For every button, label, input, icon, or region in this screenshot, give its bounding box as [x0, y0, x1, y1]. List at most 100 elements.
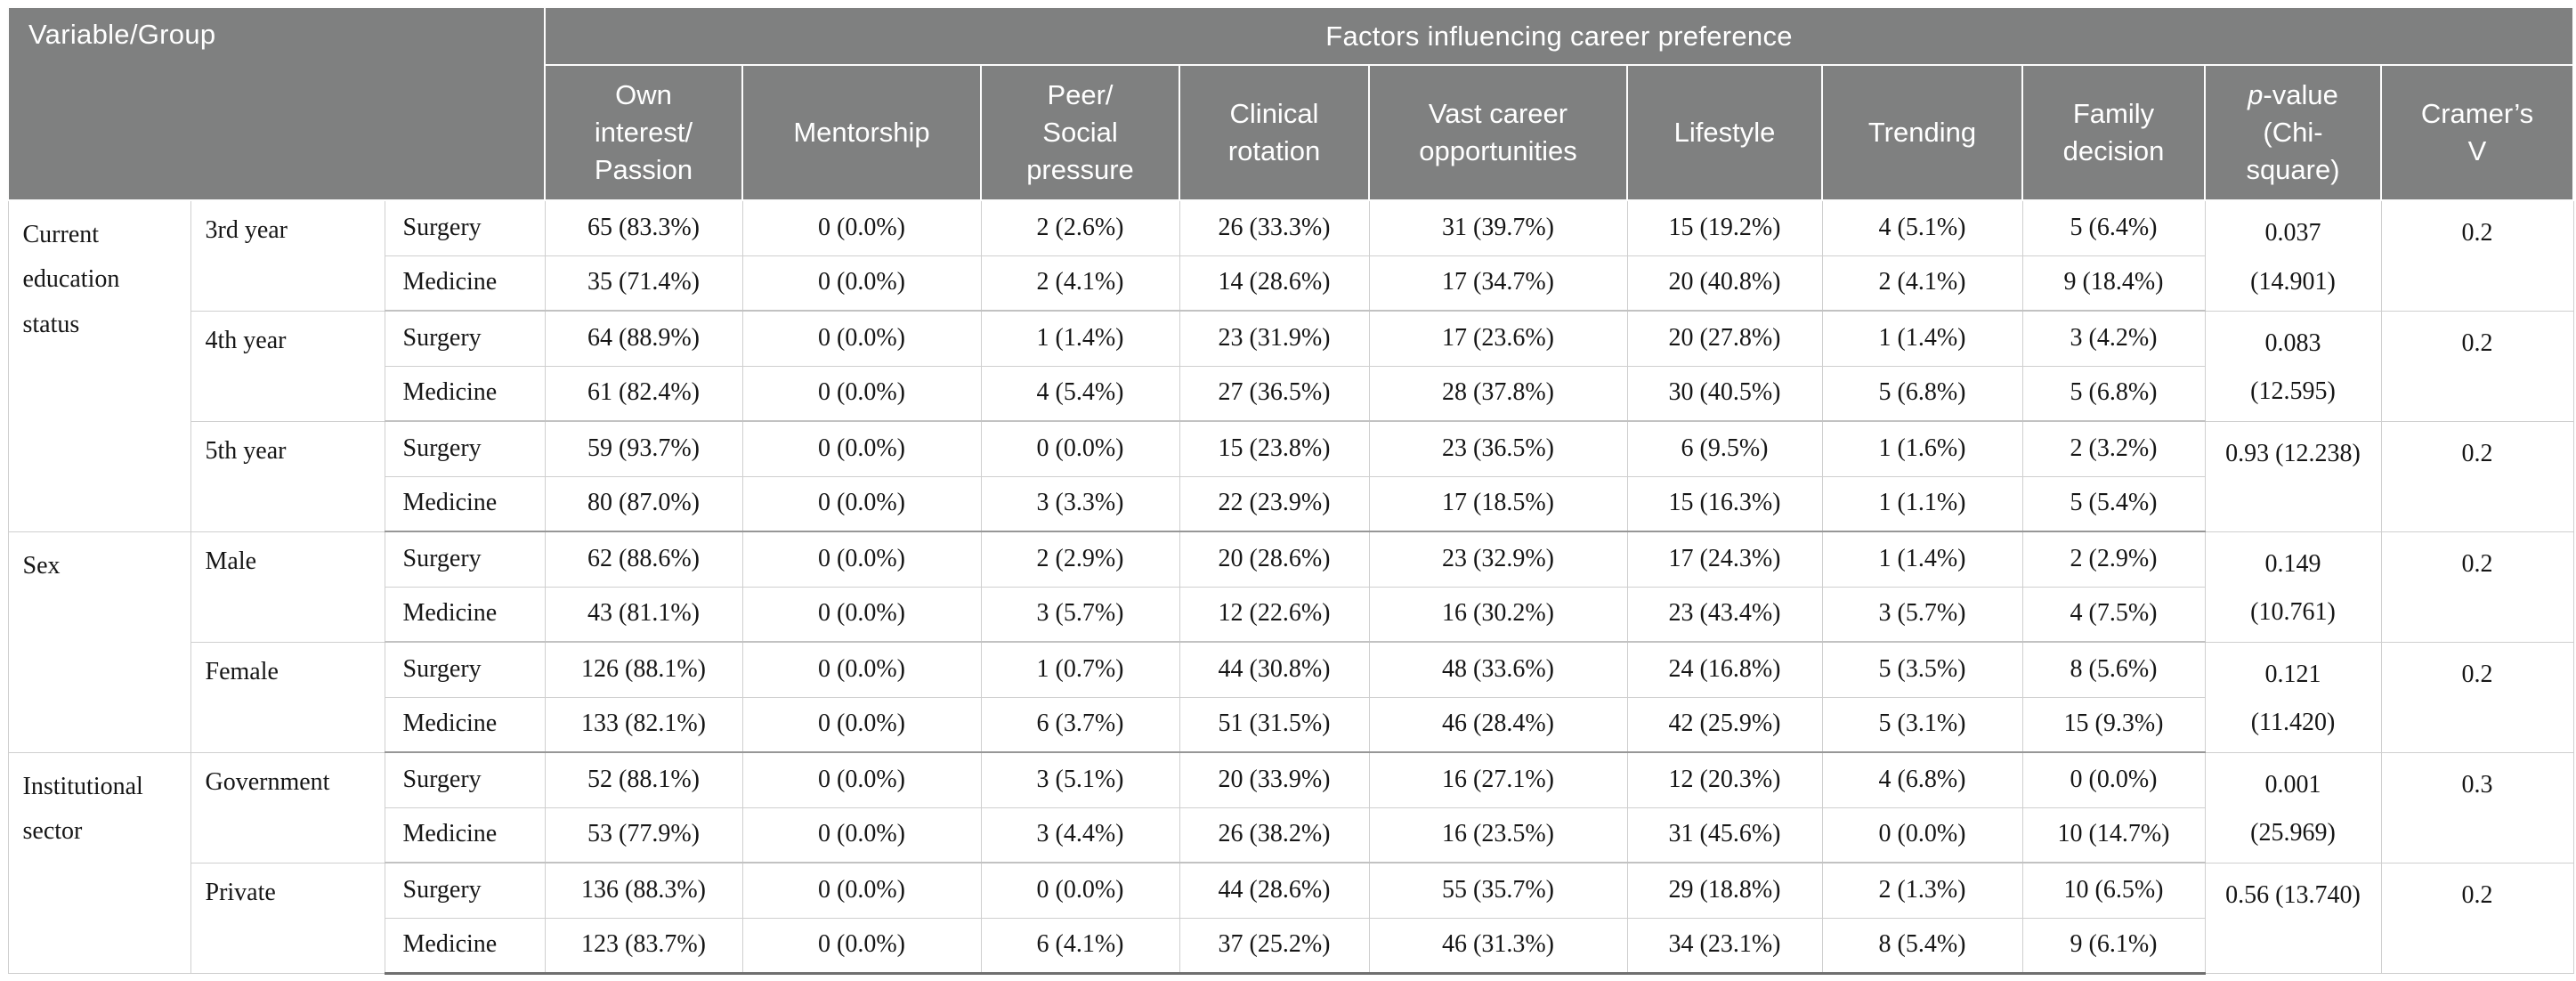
value-cell: 0 (0.0%): [980, 420, 1180, 477]
cramers-v-cell: 0.2: [2380, 862, 2574, 974]
value-cell: 0 (0.0%): [1821, 807, 2023, 863]
specialty-cell: Medicine: [384, 807, 546, 863]
value-cell: 20 (33.9%): [1179, 751, 1370, 808]
career-preference-table: Variable/Group Factors influencing caree…: [7, 6, 2574, 975]
corner-header-variable-group: Variable/Group: [7, 6, 546, 201]
variable-cell: Institutional sector: [7, 751, 191, 974]
specialty-cell: Surgery: [384, 751, 546, 808]
value-cell: 52 (88.1%): [544, 751, 743, 808]
value-cell: 5 (5.4%): [2021, 475, 2206, 532]
value-cell: 43 (81.1%): [544, 586, 743, 643]
value-cell: 3 (4.2%): [2021, 310, 2206, 367]
value-cell: 4 (5.4%): [980, 365, 1180, 422]
value-cell: 10 (14.7%): [2021, 807, 2206, 863]
value-cell: 2 (1.3%): [1821, 862, 2023, 919]
value-cell: 0 (0.0%): [980, 862, 1180, 919]
value-cell: 1 (1.1%): [1821, 475, 2023, 532]
value-cell: 4 (5.1%): [1821, 199, 2023, 256]
value-cell: 3 (5.1%): [980, 751, 1180, 808]
value-cell: 55 (35.7%): [1368, 862, 1628, 919]
value-cell: 15 (19.2%): [1626, 199, 1823, 256]
value-cell: 23 (32.9%): [1368, 531, 1628, 588]
value-cell: 80 (87.0%): [544, 475, 743, 532]
value-cell: 17 (24.3%): [1626, 531, 1823, 588]
value-cell: 5 (3.5%): [1821, 641, 2023, 698]
p-value-italic-p: p: [2248, 78, 2264, 110]
value-cell: 12 (22.6%): [1179, 586, 1370, 643]
column-header-own-interest: Own interest/ Passion: [544, 64, 743, 201]
header-row-columns: Own interest/ Passion Mentorship Peer/ S…: [8, 64, 2574, 201]
table-row: Medicine 123 (83.7%) 0 (0.0%) 6 (4.1%) 37 (2…: [8, 917, 2573, 975]
value-cell: 0 (0.0%): [741, 807, 982, 863]
value-cell: 20 (40.8%): [1626, 255, 1823, 312]
value-cell: 0 (0.0%): [741, 531, 982, 588]
column-header-family-decision: Family decision: [2021, 64, 2206, 201]
column-header-trending: Trending: [1821, 64, 2023, 201]
value-cell: 59 (93.7%): [544, 420, 743, 477]
variable-cell: Current education status: [7, 199, 191, 532]
cramers-v-cell: 0.2: [2380, 641, 2574, 753]
specialty-cell: Medicine: [384, 475, 546, 532]
value-cell: 17 (23.6%): [1368, 310, 1628, 367]
value-cell: 0 (0.0%): [741, 696, 982, 753]
value-cell: 65 (83.3%): [544, 199, 743, 256]
value-cell: 0 (0.0%): [2021, 751, 2206, 808]
value-cell: 136 (88.3%): [544, 862, 743, 919]
span-header-factors: Factors influencing career preference: [544, 6, 2574, 66]
value-cell: 1 (1.6%): [1821, 420, 2023, 477]
table-body: Current education status 3rd year Surgery 6…: [7, 199, 2574, 975]
specialty-cell: Surgery: [384, 641, 546, 698]
value-cell: 17 (34.7%): [1368, 255, 1628, 312]
cramers-v-cell: 0.2: [2380, 310, 2574, 422]
value-cell: 46 (28.4%): [1368, 696, 1628, 753]
table-row: Medicine 53 (77.9%) 0 (0.0%) 3 (4.4%) 26 (38…: [8, 807, 2573, 863]
column-header-cramers-v: Cramer’s V: [2380, 64, 2574, 201]
table-row: 5th year Surgery 59 (93.7%) 0 (0.0%) 0 (0.0%…: [8, 420, 2574, 532]
value-cell: 4 (7.5%): [2021, 586, 2206, 643]
value-cell: 16 (23.5%): [1368, 807, 1628, 863]
value-cell: 133 (82.1%): [544, 696, 743, 753]
cramers-v-cell: 0.3: [2380, 751, 2574, 863]
value-cell: 5 (6.8%): [2021, 365, 2206, 422]
table-row: 4th year Surgery 64 (88.9%) 0 (0.0%) 1 (1.4%…: [8, 310, 2574, 422]
value-cell: 0 (0.0%): [741, 310, 982, 367]
value-cell: 27 (36.5%): [1179, 365, 1370, 422]
value-cell: 20 (28.6%): [1179, 531, 1370, 588]
value-cell: 37 (25.2%): [1179, 917, 1370, 975]
table-row: Institutional sector Government Surgery 52 …: [7, 751, 2574, 974]
value-cell: 35 (71.4%): [544, 255, 743, 312]
value-cell: 20 (27.8%): [1626, 310, 1823, 367]
specialty-cell: Medicine: [384, 917, 546, 975]
value-cell: 31 (45.6%): [1626, 807, 1823, 863]
table-row: Medicine 43 (81.1%) 0 (0.0%) 3 (5.7%) 12 (22…: [8, 586, 2573, 643]
value-cell: 0 (0.0%): [741, 862, 982, 919]
value-cell: 44 (30.8%): [1179, 641, 1370, 698]
value-cell: 6 (4.1%): [980, 917, 1180, 975]
value-cell: 0 (0.0%): [741, 420, 982, 477]
p-value-cell: 0.037 (14.901): [2204, 199, 2382, 312]
value-cell: 126 (88.1%): [544, 641, 743, 698]
value-cell: 12 (20.3%): [1626, 751, 1823, 808]
value-cell: 10 (6.5%): [2021, 862, 2206, 919]
value-cell: 0 (0.0%): [741, 641, 982, 698]
value-cell: 0 (0.0%): [741, 917, 982, 975]
value-cell: 3 (5.7%): [1821, 586, 2023, 643]
value-cell: 0 (0.0%): [741, 751, 982, 808]
value-cell: 1 (1.4%): [1821, 531, 2023, 588]
table-row: Medicine 61 (82.4%) 0 (0.0%) 4 (5.4%) 27 (36…: [8, 365, 2573, 422]
value-cell: 15 (9.3%): [2021, 696, 2206, 753]
value-cell: 0 (0.0%): [741, 475, 982, 532]
header-row-top: Variable/Group Factors influencing caree…: [7, 6, 2574, 201]
value-cell: 0 (0.0%): [741, 255, 982, 312]
value-cell: 3 (4.4%): [980, 807, 1180, 863]
table-row: Medicine 80 (87.0%) 0 (0.0%) 3 (3.3%) 22 (23…: [8, 475, 2573, 532]
value-cell: 1 (0.7%): [980, 641, 1180, 698]
column-header-clinical-rotation: Clinical rotation: [1179, 64, 1370, 201]
value-cell: 4 (6.8%): [1821, 751, 2023, 808]
p-value-cell: 0.93 (12.238): [2204, 420, 2382, 532]
value-cell: 26 (38.2%): [1179, 807, 1370, 863]
value-cell: 6 (3.7%): [980, 696, 1180, 753]
value-cell: 64 (88.9%): [544, 310, 743, 367]
specialty-cell: Surgery: [384, 420, 546, 477]
p-value-cell: 0.56 (13.740): [2204, 862, 2382, 974]
